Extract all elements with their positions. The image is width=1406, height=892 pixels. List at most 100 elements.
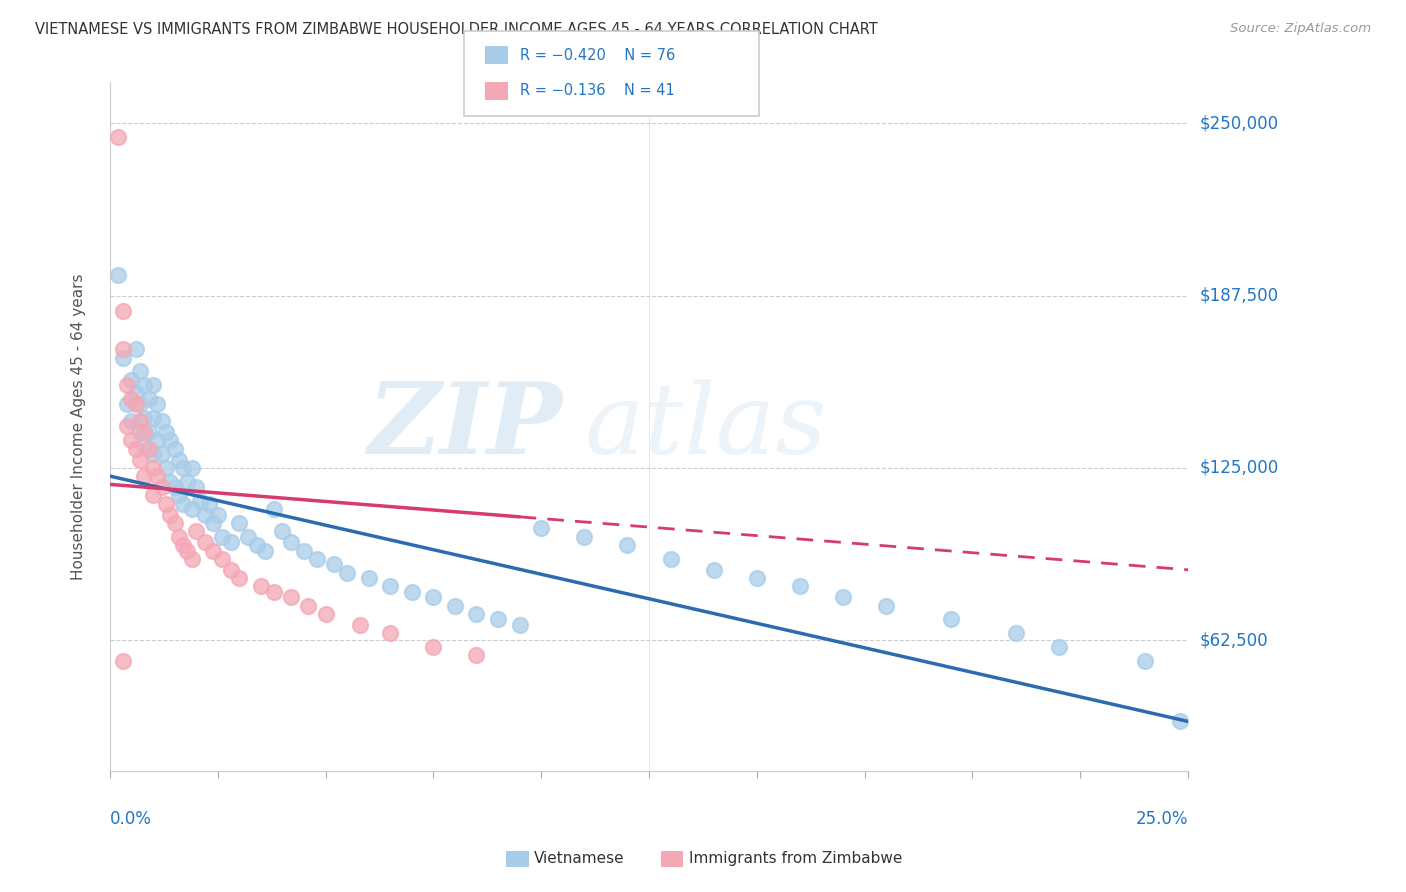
Point (172, 538, 194, 552)
Point (111, 343, 134, 357)
Point (163, 442, 186, 456)
Point (125, 343, 148, 357)
Point (172, 497, 194, 511)
Point (167, 530, 190, 544)
Text: R = −0.136    N = 41: R = −0.136 N = 41 (520, 83, 675, 98)
Point (509, 618, 531, 632)
Point (115, 378, 138, 392)
Point (616, 538, 638, 552)
Point (125, 397, 148, 411)
Point (305, 551, 328, 566)
Point (184, 524, 207, 539)
Point (176, 475, 198, 489)
Text: $62,500: $62,500 (1199, 632, 1268, 649)
Point (115, 419, 138, 434)
Point (155, 425, 177, 439)
Text: Immigrants from Zimbabwe: Immigrants from Zimbabwe (689, 852, 903, 866)
Point (315, 607, 337, 621)
Y-axis label: Householder Income Ages 45 - 64 years: Householder Income Ages 45 - 64 years (72, 273, 86, 580)
Point (115, 397, 138, 411)
Point (245, 538, 267, 552)
Point (129, 414, 152, 428)
Point (380, 626, 402, 640)
Text: VIETNAMESE VS IMMIGRANTS FROM ZIMBABWE HOUSEHOLDER INCOME AGES 45 - 64 YEARS COR: VIETNAMESE VS IMMIGRANTS FROM ZIMBABWE H… (35, 22, 877, 37)
Point (167, 488, 190, 502)
Point (211, 551, 233, 566)
Point (271, 524, 294, 539)
Point (336, 566, 359, 580)
Text: Vietnamese: Vietnamese (534, 852, 624, 866)
Point (134, 469, 156, 483)
Point (530, 521, 553, 535)
Point (134, 411, 156, 425)
Point (163, 516, 186, 530)
Point (574, 530, 596, 544)
Point (167, 452, 190, 467)
Point (703, 563, 725, 577)
Point (422, 640, 444, 654)
Point (120, 434, 142, 448)
Point (159, 508, 181, 522)
Point (129, 397, 152, 411)
Point (120, 392, 142, 406)
Point (219, 535, 242, 549)
Point (659, 551, 682, 566)
Point (745, 571, 768, 585)
Point (150, 414, 173, 428)
Point (1168, 714, 1191, 729)
Point (134, 425, 156, 439)
Point (219, 563, 242, 577)
Point (150, 447, 173, 461)
Point (180, 502, 202, 516)
Point (142, 488, 165, 502)
Point (228, 516, 250, 530)
Point (380, 579, 402, 593)
Point (142, 411, 165, 425)
Point (194, 535, 217, 549)
Point (190, 494, 212, 508)
Point (1004, 626, 1026, 640)
Point (297, 599, 319, 613)
Text: 25.0%: 25.0% (1136, 810, 1188, 828)
Point (832, 591, 855, 605)
Point (184, 480, 207, 494)
Point (107, 268, 129, 282)
Point (134, 378, 156, 392)
Point (138, 425, 160, 439)
Point (349, 618, 371, 632)
Point (1047, 640, 1070, 654)
Point (280, 591, 302, 605)
Point (129, 452, 152, 467)
Text: $250,000: $250,000 (1199, 114, 1278, 132)
Point (444, 599, 467, 613)
Point (107, 130, 129, 145)
Point (125, 442, 148, 456)
Point (155, 497, 177, 511)
Point (207, 508, 229, 522)
Text: R = −0.420    N = 76: R = −0.420 N = 76 (520, 47, 675, 62)
Point (138, 442, 160, 456)
Point (236, 530, 259, 544)
Point (172, 460, 194, 475)
Point (142, 460, 165, 475)
Point (129, 364, 152, 378)
Point (142, 378, 165, 392)
Point (159, 434, 181, 448)
Point (357, 571, 380, 585)
Point (176, 543, 198, 558)
Point (125, 386, 148, 401)
Point (486, 612, 509, 626)
Point (111, 303, 134, 318)
Point (180, 551, 202, 566)
Point (146, 434, 169, 448)
Point (146, 397, 169, 411)
Point (228, 571, 250, 585)
Point (1133, 654, 1156, 668)
Text: $187,500: $187,500 (1199, 286, 1278, 304)
Point (401, 585, 423, 599)
Text: ZIP: ZIP (368, 378, 562, 475)
Point (159, 475, 181, 489)
Point (465, 607, 488, 621)
Point (263, 502, 285, 516)
Point (120, 373, 142, 387)
